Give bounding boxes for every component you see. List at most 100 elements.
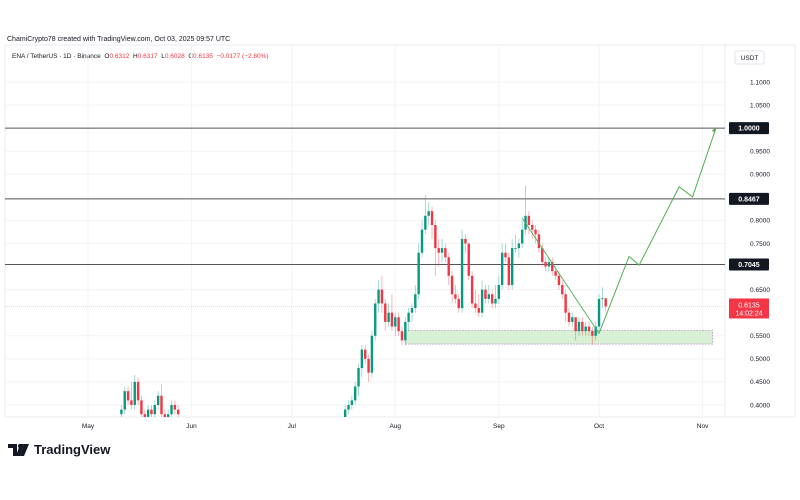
candle-body — [357, 368, 360, 387]
y-tick-label: 0.9000 — [750, 172, 770, 179]
candle-body — [474, 303, 477, 309]
candle-body — [480, 289, 484, 313]
candle-body — [153, 404, 156, 415]
countdown-label: 14:02:24 — [735, 310, 762, 317]
candle-body — [551, 261, 554, 272]
candle-body — [146, 409, 150, 417]
candle-body — [354, 386, 357, 401]
downtrend-line — [521, 217, 600, 334]
y-tick-label: 0.8000 — [750, 218, 770, 225]
candle-body — [176, 409, 180, 415]
y-tick-label: 1.0500 — [750, 102, 770, 109]
candle-body — [574, 317, 577, 332]
candle-body — [414, 294, 417, 309]
candle-body — [534, 229, 537, 235]
candle-body — [160, 395, 163, 415]
level-tag — [729, 122, 769, 135]
candle-body — [367, 358, 370, 373]
y-tick-label: 0.5500 — [750, 333, 770, 340]
candle-body — [601, 298, 604, 300]
candle-body — [584, 326, 587, 332]
close-label: C — [188, 53, 194, 60]
chart-frame — [4, 44, 796, 418]
candle-body — [604, 298, 607, 307]
x-tick-label: Aug — [389, 423, 401, 430]
last-price-label: 0.6135 — [738, 302, 760, 309]
high-value: 0.6317 — [137, 53, 158, 60]
y-tick-label: 0.9500 — [750, 149, 770, 156]
open-value: 0.6312 — [109, 53, 130, 60]
candle-body — [163, 414, 167, 417]
x-tick-label: Nov — [697, 423, 709, 430]
candle-body — [537, 234, 541, 249]
x-tick-label: Jun — [186, 423, 197, 430]
candle-body — [360, 349, 364, 369]
candle-body — [424, 215, 427, 230]
candle-body — [477, 308, 480, 313]
currency-box — [734, 50, 765, 65]
candle-body — [450, 275, 454, 295]
x-tick-label: May — [82, 423, 95, 430]
plot-area — [5, 45, 725, 417]
candle-body — [541, 248, 544, 262]
candle-body — [150, 409, 153, 415]
symbol-name: ENA / TetherUS · 1D · Binance — [12, 53, 101, 60]
change-value: −0.0177 (−2.80%) — [216, 53, 269, 60]
candle-body — [554, 271, 557, 276]
candle-body — [571, 317, 574, 322]
candle-body — [497, 285, 501, 299]
candle-body — [510, 248, 514, 286]
candle-body — [517, 243, 521, 249]
candle-body — [384, 303, 387, 322]
low-value: 0.6028 — [164, 53, 185, 60]
chart-credit: ChamiCrypto78 created with TradingView.c… — [7, 36, 231, 43]
candle-body — [347, 404, 350, 410]
candle-body — [397, 317, 400, 332]
candle-body — [591, 331, 594, 336]
level-tag — [729, 192, 769, 205]
x-tick-label: Jul — [288, 423, 297, 430]
level-label: 0.7045 — [738, 262, 760, 269]
candle-body — [514, 248, 517, 249]
candle-body — [126, 391, 130, 401]
y-tick-label: 0.4000 — [750, 402, 770, 409]
candle-body — [404, 321, 407, 341]
candle-body — [500, 252, 504, 286]
candle-body — [170, 404, 173, 415]
candle-body — [494, 298, 497, 304]
logo-text: TradingView — [34, 442, 111, 457]
candle-body — [521, 229, 524, 244]
level-label: 0.8467 — [738, 196, 760, 203]
price-chart[interactable]: 1.1000 1.0500 0.9500 0.9000 0.8000 0.7500 0.65… — [0, 0, 800, 440]
candle-body — [400, 331, 404, 341]
candle-body — [133, 381, 136, 405]
tradingview-logo-icon — [8, 443, 29, 456]
candle-body — [490, 294, 494, 304]
y-tick-label: 0.5000 — [750, 356, 770, 363]
candle-body — [587, 326, 591, 332]
open-label: O — [104, 53, 110, 60]
candle-body — [487, 294, 490, 299]
candle-body — [140, 400, 143, 415]
candle-body — [350, 400, 354, 405]
candle-body — [123, 391, 126, 410]
candle-body — [364, 349, 367, 359]
support-zone — [404, 329, 713, 345]
candle-body — [504, 252, 507, 258]
candle-body — [544, 261, 547, 267]
symbol-legend: ENA / TetherUS · 1D · Binance O0.6312 H0… — [12, 53, 269, 60]
y-tick-label: 1.1000 — [750, 79, 770, 86]
candle-body — [464, 238, 467, 244]
candle-body — [390, 312, 394, 327]
candle-body — [166, 414, 170, 417]
candle-body — [527, 215, 531, 226]
candle-body — [460, 238, 464, 309]
candle-body — [467, 243, 470, 276]
candle-body — [407, 312, 410, 322]
candle-body — [420, 229, 424, 253]
candle-body — [597, 298, 601, 327]
candle-body — [447, 257, 450, 276]
candle-body — [564, 294, 567, 313]
candle-body — [440, 248, 444, 253]
low-label: L — [161, 53, 165, 60]
